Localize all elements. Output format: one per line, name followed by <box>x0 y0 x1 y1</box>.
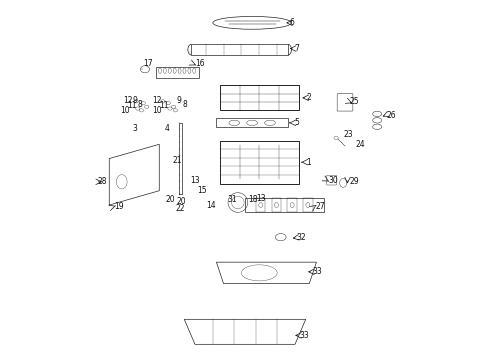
Text: 16: 16 <box>195 59 205 68</box>
Text: 24: 24 <box>356 140 366 149</box>
Text: 19: 19 <box>115 202 124 211</box>
Text: 6: 6 <box>290 18 294 27</box>
Text: 17: 17 <box>143 59 153 68</box>
Text: 28: 28 <box>98 177 107 186</box>
Text: 18: 18 <box>248 195 258 204</box>
Text: 9: 9 <box>133 96 138 105</box>
Text: 8: 8 <box>182 100 187 109</box>
Text: 3: 3 <box>132 124 137 133</box>
Text: 12: 12 <box>123 96 132 105</box>
Text: 1: 1 <box>306 158 311 167</box>
Text: 13: 13 <box>256 194 266 203</box>
Text: 29: 29 <box>349 176 359 185</box>
Text: 7: 7 <box>294 44 299 53</box>
Text: 15: 15 <box>197 186 206 195</box>
Text: 20: 20 <box>166 195 175 204</box>
Text: 2: 2 <box>306 93 311 102</box>
Text: 22: 22 <box>175 204 185 213</box>
Text: 9: 9 <box>176 96 181 105</box>
Text: 10: 10 <box>152 106 162 115</box>
Text: 25: 25 <box>350 97 359 106</box>
Text: 33: 33 <box>299 331 309 340</box>
Text: 14: 14 <box>206 201 215 210</box>
Text: 11: 11 <box>159 101 169 110</box>
Text: 31: 31 <box>228 195 238 204</box>
Text: 10: 10 <box>120 106 129 115</box>
Text: 13: 13 <box>191 176 200 185</box>
Text: 20: 20 <box>176 197 186 206</box>
Text: 32: 32 <box>297 233 306 242</box>
Text: 12: 12 <box>152 96 162 105</box>
Text: 26: 26 <box>386 111 396 120</box>
Text: 11: 11 <box>127 101 137 110</box>
Text: 30: 30 <box>328 176 338 185</box>
Text: 4: 4 <box>165 124 170 133</box>
Text: 21: 21 <box>173 156 182 165</box>
Text: 33: 33 <box>312 267 322 276</box>
Text: 8: 8 <box>138 100 143 109</box>
Text: 23: 23 <box>343 130 353 139</box>
Text: 27: 27 <box>316 202 325 211</box>
Text: 5: 5 <box>294 118 299 127</box>
